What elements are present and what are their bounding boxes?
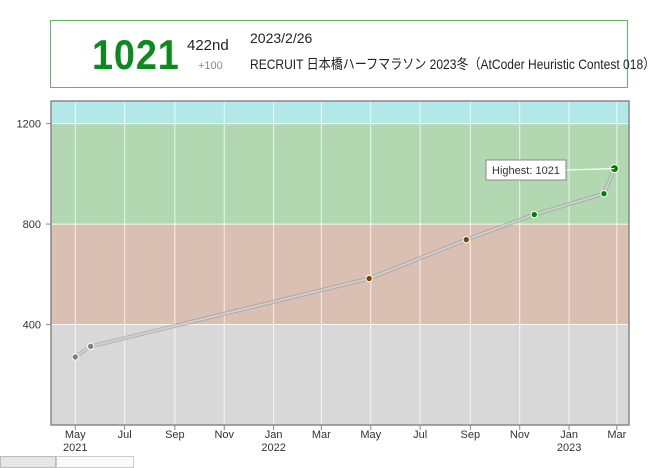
y-tick-label-0: 400 (23, 320, 41, 332)
y-tick-label-2: 1200 (17, 119, 41, 131)
x-tick-year-0: 2021 (63, 442, 87, 454)
rating-point-1[interactable] (86, 342, 95, 351)
chart-option-button[interactable] (56, 456, 134, 468)
x-tick-month-10: Jan (560, 429, 578, 441)
x-tick-month-6: May (360, 429, 381, 441)
highest-label: Highest: 1021 (492, 165, 560, 177)
x-tick-month-8: Sep (461, 429, 481, 441)
x-tick-year-10: 2023 (557, 442, 581, 454)
rating-band-0 (51, 324, 629, 425)
x-tick-year-4: 2022 (261, 442, 285, 454)
x-tick-month-1: Jul (118, 429, 132, 441)
contest-date: 2023/2/26 (250, 30, 313, 46)
contest-name[interactable]: RECRUIT 日本橋ハーフマラソン 2023冬（AtCoder Heurist… (250, 56, 649, 72)
rating-point-4[interactable] (530, 210, 538, 219)
rating-status-card: 1021 422nd +100 2023/2/26 RECRUIT 日本橋ハーフ… (50, 20, 649, 88)
x-tick-month-4: Jan (265, 429, 283, 441)
x-tick-month-9: Nov (510, 429, 530, 441)
current-rating: 1021 (92, 31, 180, 78)
x-tick-month-0: May (65, 429, 86, 441)
contest-rank: 422nd (187, 37, 229, 54)
x-tick-month-7: Jul (413, 429, 427, 441)
x-tick-month-11: Mar (607, 429, 626, 441)
highest-pointer (565, 167, 615, 171)
rating-point-2[interactable] (365, 274, 373, 283)
x-tick-month-3: Nov (214, 429, 234, 441)
x-tick-month-5: Mar (312, 429, 331, 441)
x-tick-month-2: Sep (165, 429, 185, 441)
rating-point-0[interactable] (71, 353, 79, 361)
rating-band-1 (51, 224, 629, 325)
rating-point-5[interactable] (600, 189, 608, 198)
rating-point-3[interactable] (462, 235, 470, 244)
rating-diff: +100 (198, 60, 223, 72)
rating-band-3 (51, 101, 629, 124)
highest-label-box (485, 159, 567, 181)
chart-toggle-button[interactable] (0, 456, 56, 468)
y-tick-label-1: 800 (23, 219, 41, 231)
plot-frame (50, 100, 630, 426)
